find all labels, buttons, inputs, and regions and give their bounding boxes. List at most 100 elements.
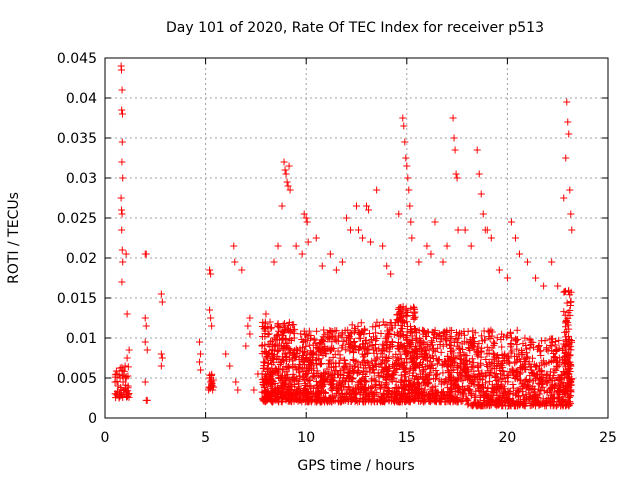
data-point xyxy=(382,337,390,345)
data-point xyxy=(284,182,292,190)
data-point xyxy=(327,328,335,336)
data-point xyxy=(494,351,502,359)
data-point xyxy=(374,369,382,377)
data-point xyxy=(469,334,477,342)
data-point xyxy=(440,378,448,386)
data-point xyxy=(352,396,360,404)
data-point xyxy=(412,342,420,350)
data-point xyxy=(532,402,540,410)
data-point xyxy=(296,372,304,380)
data-point xyxy=(453,375,461,383)
data-point xyxy=(122,250,130,258)
data-point xyxy=(527,366,535,374)
data-point xyxy=(363,393,371,401)
data-point xyxy=(476,391,484,399)
data-point xyxy=(367,377,375,385)
data-point xyxy=(507,343,515,351)
data-point xyxy=(446,391,454,399)
data-point xyxy=(300,376,308,384)
x-tick-label: 10 xyxy=(297,430,315,446)
data-point xyxy=(344,333,352,341)
data-point xyxy=(387,324,395,332)
data-point xyxy=(563,98,571,106)
data-point xyxy=(357,319,365,327)
data-point xyxy=(271,388,279,396)
data-point xyxy=(513,340,521,348)
data-point xyxy=(118,246,126,254)
data-point xyxy=(433,371,441,379)
data-point xyxy=(531,385,539,393)
data-point xyxy=(385,354,393,362)
data-point xyxy=(262,310,270,318)
data-point xyxy=(443,361,451,369)
data-point xyxy=(487,234,495,242)
data-point xyxy=(143,346,151,354)
data-point xyxy=(278,355,286,363)
data-point xyxy=(564,371,572,378)
data-point xyxy=(450,134,458,142)
data-point xyxy=(397,378,405,386)
data-point xyxy=(313,398,321,406)
data-point xyxy=(119,258,127,266)
data-point xyxy=(386,326,394,334)
data-point xyxy=(261,388,269,396)
data-point xyxy=(408,348,416,356)
data-point xyxy=(206,371,214,379)
data-point xyxy=(302,214,310,222)
data-point xyxy=(260,382,268,390)
data-point xyxy=(283,357,291,365)
data-point xyxy=(498,381,506,389)
data-point xyxy=(562,318,570,326)
data-point xyxy=(461,364,469,372)
data-point xyxy=(335,389,343,397)
data-point xyxy=(325,333,333,341)
data-point xyxy=(467,363,475,371)
data-point xyxy=(238,266,246,274)
data-point xyxy=(560,308,568,316)
data-point xyxy=(414,381,422,389)
data-point xyxy=(539,395,547,403)
data-point xyxy=(507,218,515,226)
data-point xyxy=(399,318,407,326)
data-point xyxy=(466,346,474,354)
data-point xyxy=(408,389,416,397)
data-point xyxy=(445,341,453,349)
data-point xyxy=(416,397,424,405)
data-point xyxy=(367,396,375,404)
data-point xyxy=(454,361,462,369)
data-point xyxy=(454,352,462,360)
data-point xyxy=(330,377,338,385)
data-point xyxy=(561,328,569,336)
data-point xyxy=(385,348,393,356)
data-point xyxy=(427,250,435,258)
data-point xyxy=(404,174,412,182)
data-point xyxy=(516,386,524,394)
data-point xyxy=(403,350,411,358)
data-point xyxy=(277,398,285,406)
data-point xyxy=(400,122,408,130)
data-point xyxy=(453,174,461,182)
data-point xyxy=(119,174,127,182)
data-point xyxy=(260,362,268,370)
data-point xyxy=(483,398,491,406)
data-point xyxy=(449,114,457,122)
data-point xyxy=(424,329,432,337)
data-point xyxy=(471,337,479,345)
data-point xyxy=(411,329,419,337)
data-point xyxy=(492,376,500,384)
data-point xyxy=(390,363,398,371)
data-point xyxy=(547,384,555,392)
data-point xyxy=(303,218,311,226)
data-point xyxy=(258,376,266,384)
data-point xyxy=(395,210,403,218)
data-point xyxy=(259,380,267,388)
y-tick-label: 0.02 xyxy=(66,251,97,267)
data-point xyxy=(319,394,327,402)
data-point xyxy=(361,359,369,367)
data-point xyxy=(320,374,328,382)
data-point xyxy=(513,326,521,334)
data-point xyxy=(286,391,294,399)
data-point xyxy=(293,376,301,384)
data-point xyxy=(381,365,389,373)
